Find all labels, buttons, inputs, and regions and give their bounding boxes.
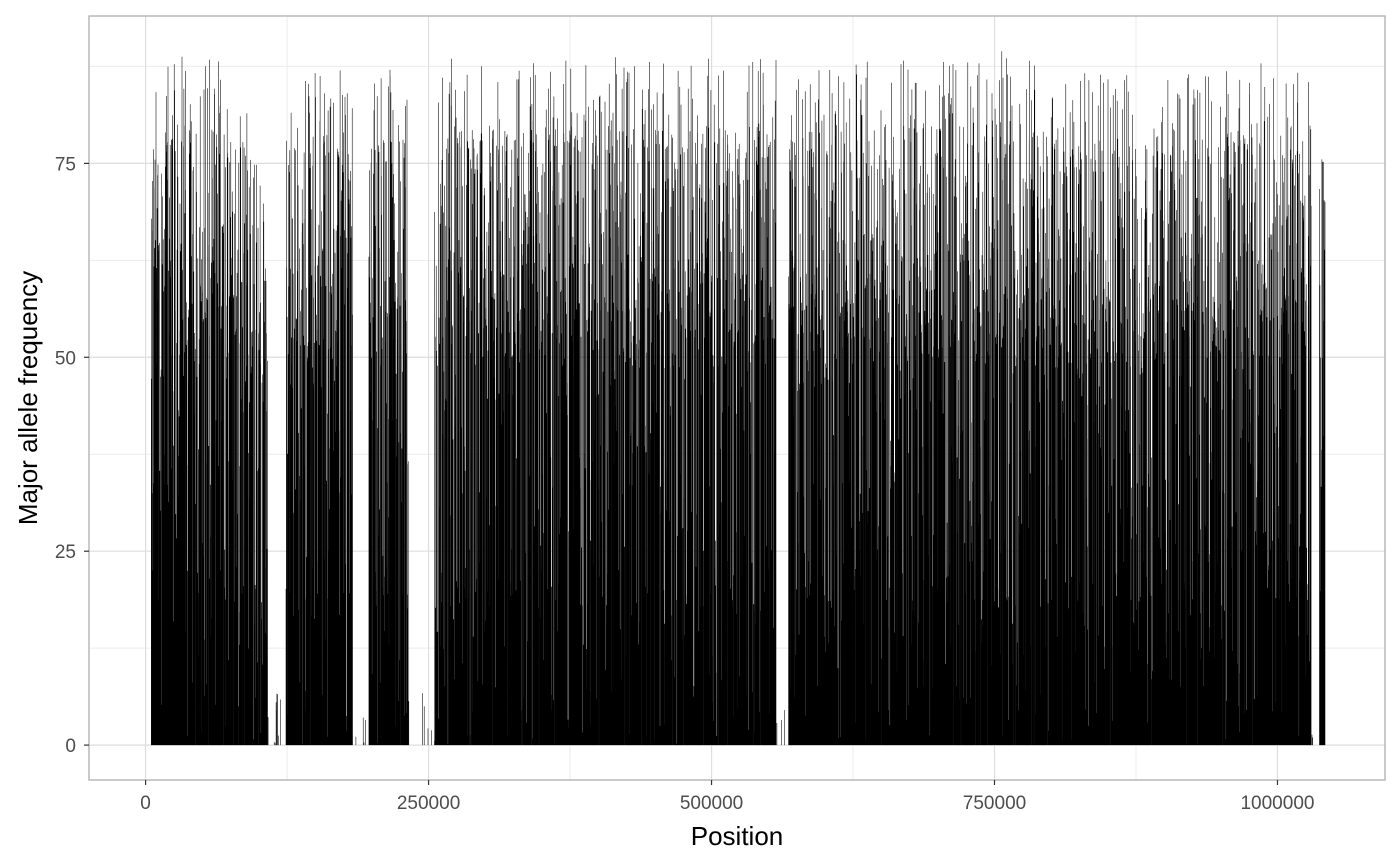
x-tick-label: 750000 xyxy=(963,793,1026,814)
bars xyxy=(151,51,1326,746)
y-axis: 0 25 50 75 xyxy=(55,154,89,757)
y-tick-label: 75 xyxy=(55,154,76,175)
x-tick-label: 500000 xyxy=(680,793,743,814)
y-tick-label: 50 xyxy=(55,348,76,369)
x-axis-title: Position xyxy=(691,821,784,851)
panel-border xyxy=(88,15,1386,781)
x-tick-label: 0 xyxy=(140,793,151,814)
x-tick-label: 1000000 xyxy=(1240,793,1314,814)
y-axis-title: Major allele frequency xyxy=(13,271,43,525)
bar-marks xyxy=(151,51,1326,746)
y-tick-label: 25 xyxy=(55,542,76,563)
x-axis: 0 250000 500000 750000 1000000 xyxy=(140,780,1314,814)
x-tick-label: 250000 xyxy=(397,793,460,814)
y-tick-label: 0 xyxy=(65,736,76,757)
